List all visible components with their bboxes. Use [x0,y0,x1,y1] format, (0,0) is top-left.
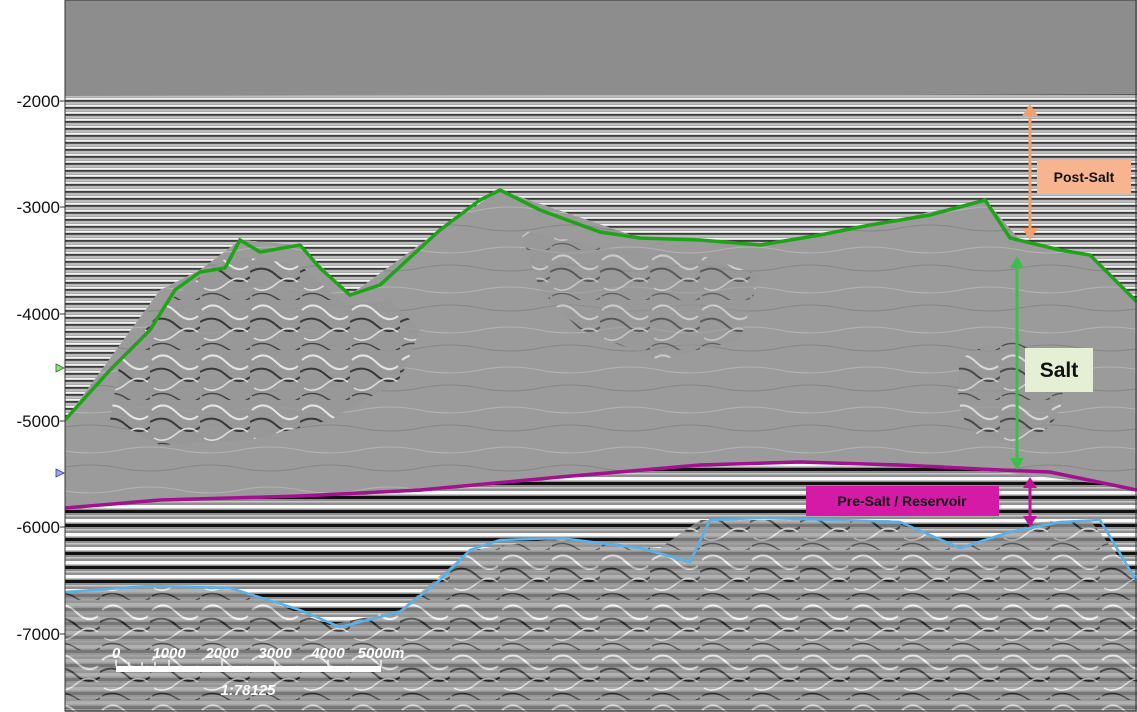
scale-tick-label: 1000 [152,645,186,662]
post-salt-label: Post-Salt [1054,169,1115,185]
left-marker-triangle-icon[interactable] [55,468,65,478]
scale-ratio-label: 1:78125 [220,682,276,699]
scale-tick-label: 4000 [310,645,345,662]
depth-tick-label: -7000 [17,625,60,644]
depth-axis: -2000 -3000 -4000 -5000 -6000 -7000 [17,92,65,644]
arrow-head-down-icon [1023,516,1037,527]
arrow-head-up-icon [1023,477,1037,488]
arrow-head-down-icon [1010,458,1024,470]
salt-deformation-center [520,230,760,360]
scale-bar-line [116,666,381,672]
salt-body [65,190,1137,510]
deep-basement [65,520,1137,712]
scale-tick-label: 0 [112,645,121,662]
pre-salt-label: Pre-Salt / Reservoir [837,493,967,509]
pre-salt-label-box [806,486,999,516]
plot-frame [64,0,1137,712]
top-salt-horizon [65,188,1137,422]
scale-bar: 0 1000 2000 3000 4000 5000m 1:78125 [112,645,405,699]
base-salt-horizon [65,460,1137,510]
salt-label: Salt [1040,359,1079,382]
reservoir-base-horizon [65,516,1137,629]
left-marker-triangle-icon[interactable] [55,363,65,373]
post-salt-strata [65,94,1137,420]
post-salt-annotation: Post-Salt [1022,104,1131,240]
salt-deformation-left [110,255,420,445]
depth-tick-label: -3000 [17,198,60,217]
scale-tick-label: 2000 [204,645,239,662]
depth-tick-label: -5000 [17,412,60,431]
depth-tick-label: -6000 [17,518,60,537]
water-column [65,0,1137,100]
salt-label-box [1025,348,1093,392]
seismic-image [65,0,1137,712]
arrow-head-down-icon [1022,228,1038,240]
salt-annotation: Salt [1010,256,1093,470]
scale-tick-label: 3000 [258,645,292,662]
scale-bar-ticks [115,660,382,666]
post-salt-label-box [1037,160,1131,194]
arrow-head-up-icon [1010,256,1024,268]
pre-salt-annotation: Pre-Salt / Reservoir [806,477,1037,527]
scale-tick-label: 5000m [358,645,405,662]
arrow-head-up-icon [1022,104,1038,116]
depth-tick-label: -4000 [17,305,60,324]
depth-tick-label: -2000 [17,92,60,111]
